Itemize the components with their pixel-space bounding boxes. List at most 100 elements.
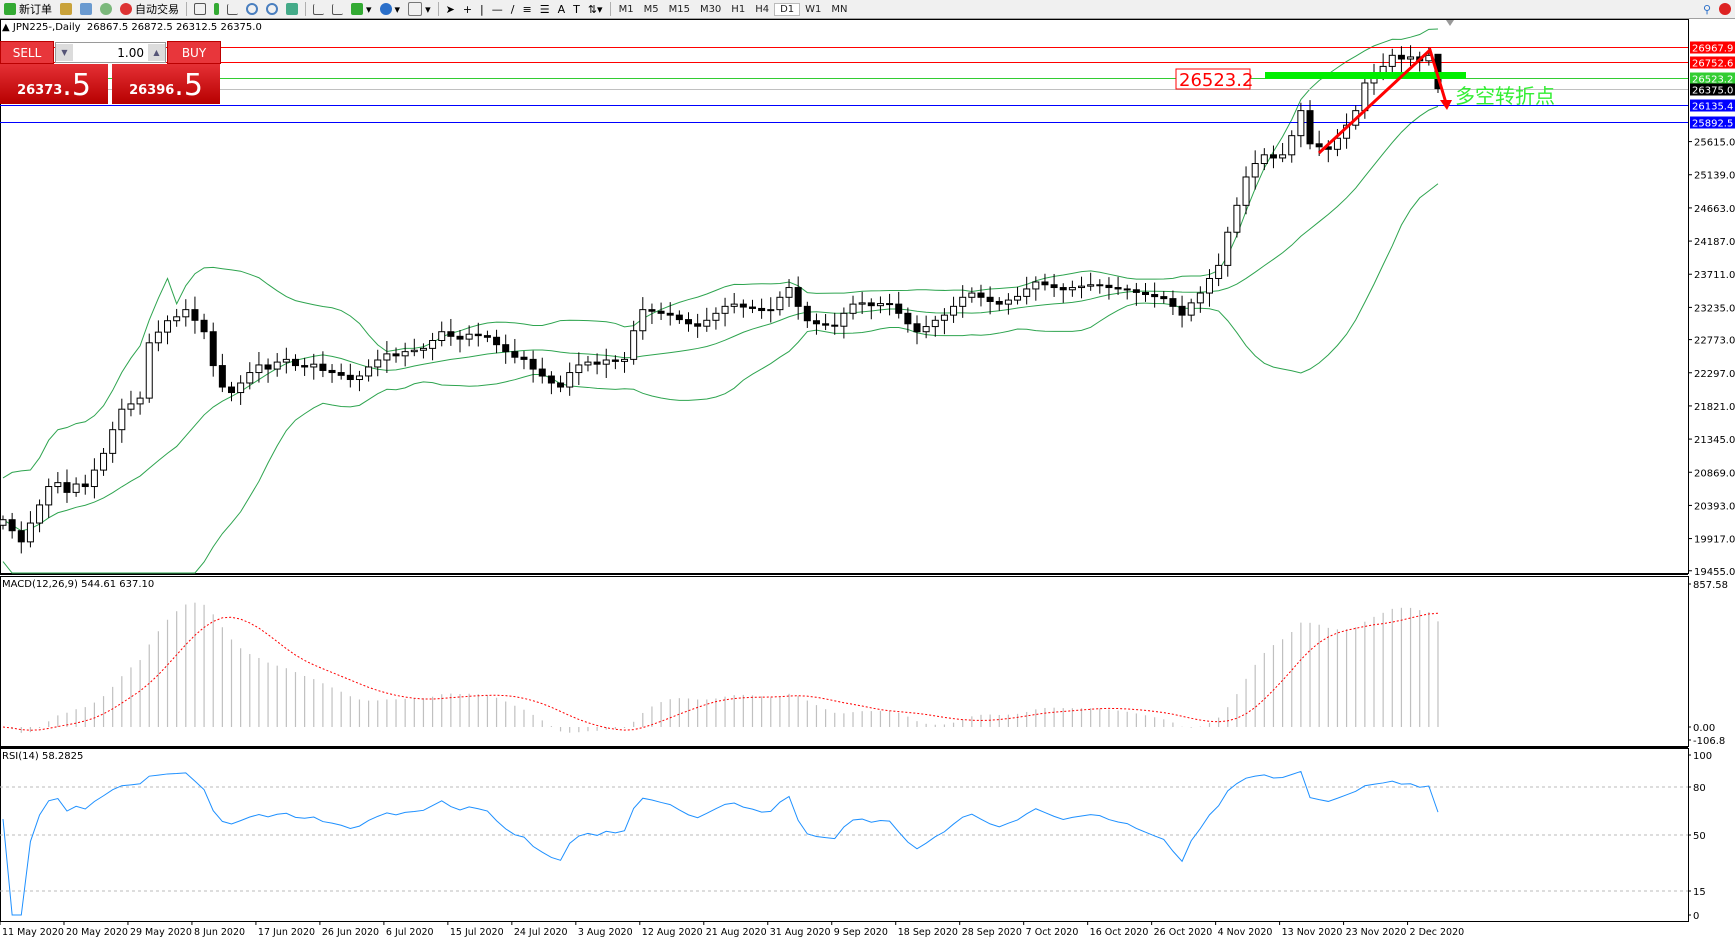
turning-zone-bar [1265, 72, 1466, 79]
buy-button[interactable]: BUY [167, 41, 221, 64]
timeframe-w1[interactable]: W1 [805, 3, 822, 15]
date-label: 15 Jul 2020 [450, 927, 504, 938]
tile-windows-button[interactable] [282, 1, 302, 17]
candle-bear [831, 324, 839, 327]
chart-shift-button[interactable] [328, 1, 347, 17]
macd-tick-label: 0.00 [1693, 723, 1715, 734]
templates-button[interactable]: ▾ [404, 1, 435, 17]
date-label: 4 Nov 2020 [1218, 927, 1273, 938]
date-label: 8 Jun 2020 [194, 927, 245, 938]
sell-price-button[interactable]: 26373 .5 [0, 64, 108, 104]
candle-bull [968, 292, 976, 298]
lot-decrease-button[interactable]: ▼ [56, 44, 73, 61]
sell-button[interactable]: SELL [0, 41, 54, 64]
candle-bull [840, 312, 848, 327]
timeframe-m30[interactable]: M30 [699, 3, 722, 15]
candle-bull [255, 364, 263, 374]
timeframe-mn[interactable]: MN [831, 3, 848, 15]
candle-bull [575, 364, 583, 374]
candle-bear [904, 312, 912, 325]
auto-trading-button[interactable]: 自动交易 [116, 1, 183, 17]
rsi-tick-label: 15 [1693, 887, 1706, 898]
search-button[interactable]: ⚲ [1699, 1, 1715, 17]
ohlc-values: 26867.5 26872.5 26312.5 26375.0 [86, 22, 262, 33]
candle-bear [1178, 305, 1186, 316]
timeframe-m1[interactable]: M1 [618, 3, 634, 15]
price-level-label: 26967.9 [1692, 44, 1733, 55]
timeframe-h1[interactable]: H1 [731, 3, 746, 15]
candle-bull [0, 519, 7, 526]
date-label: 31 Aug 2020 [770, 927, 831, 938]
trendline-icon: / [510, 2, 515, 16]
text-tool[interactable]: A [554, 1, 570, 17]
candle-chart-button[interactable] [210, 1, 223, 17]
candle-bear [812, 320, 820, 325]
bar-chart-button[interactable] [190, 1, 210, 17]
candle-bear [8, 519, 16, 532]
arrows-tool[interactable]: ⇅▾ [584, 1, 607, 17]
candle-bear [895, 303, 903, 314]
terminal-button[interactable] [76, 1, 96, 17]
new-order-button[interactable]: 新订单 [0, 1, 56, 17]
candle-bull [1205, 277, 1213, 294]
timeframe-m15[interactable]: M15 [668, 3, 690, 15]
lot-increase-button[interactable]: ▲ [148, 44, 165, 61]
trendline-tool[interactable]: / [507, 1, 519, 17]
cursor-tool[interactable]: ➤ [442, 1, 459, 17]
candle-bear [1050, 284, 1058, 289]
candle-bear [1315, 143, 1323, 148]
candle-bull [36, 504, 44, 524]
date-label: 21 Aug 2020 [706, 927, 767, 938]
price-tick-label: 25615.0 [1694, 138, 1735, 149]
channel-tool[interactable]: ≡ [518, 1, 535, 17]
text-label-tool[interactable]: T [569, 1, 584, 17]
price-tick-label: 24187.0 [1694, 237, 1735, 248]
candle-bear [493, 336, 501, 346]
timeframe-m5[interactable]: M5 [643, 3, 659, 15]
sell-price-fraction: .5 [62, 68, 91, 103]
timeframe-d1[interactable]: D1 [774, 2, 801, 16]
candle-bull [785, 287, 793, 298]
candle-bear [337, 372, 345, 376]
date-label: 11 May 2020 [2, 927, 64, 938]
macd-tick-label: 857.58 [1693, 580, 1728, 591]
candle-bull [1078, 285, 1086, 289]
crosshair-icon: + [462, 2, 473, 16]
autoscroll-button[interactable] [309, 1, 328, 17]
candle-bear [81, 483, 89, 488]
candle-bear [392, 353, 400, 357]
horizontal-line-tool[interactable]: — [488, 1, 507, 17]
zoom-out-button[interactable] [262, 1, 282, 17]
candle-bear [63, 482, 71, 493]
candle-bear [822, 323, 830, 326]
buy-price-main: 26396 [129, 83, 175, 98]
candle-bull [72, 483, 80, 493]
buy-price-button[interactable]: 26396 .5 [112, 64, 220, 104]
fibonacci-tool[interactable]: ☰ [536, 1, 554, 17]
candle-bull [429, 339, 437, 349]
candle-bull [374, 359, 382, 368]
price-level-label: 26375.0 [1692, 86, 1733, 97]
lot-size-stepper[interactable]: ▼ 1.00 ▲ [55, 42, 166, 63]
date-label: 17 Jun 2020 [258, 927, 315, 938]
lot-size-input[interactable]: 1.00 [117, 45, 144, 60]
candle-bear [748, 306, 756, 309]
timeframe-h4[interactable]: H4 [755, 3, 770, 15]
notifications-button[interactable] [1715, 1, 1735, 17]
bollinger-upper-band [2, 28, 1439, 479]
signals-button[interactable] [96, 1, 116, 17]
periods-button[interactable]: ▾ [376, 1, 405, 17]
line-chart-button[interactable] [223, 1, 242, 17]
date-label: 24 Jul 2020 [514, 927, 568, 938]
candle-bull [1187, 302, 1195, 316]
candle-bear [346, 374, 354, 381]
metaeditor-button[interactable] [56, 1, 76, 17]
price-tick-label: 21345.0 [1694, 435, 1735, 446]
vertical-line-tool[interactable]: | [476, 1, 488, 17]
zoom-in-button[interactable] [242, 1, 262, 17]
rsi-label: RSI(14) 58.2825 [2, 751, 84, 762]
indicators-button[interactable]: ▾ [347, 1, 376, 17]
candle-bear [1142, 291, 1149, 296]
crosshair-tool[interactable]: + [459, 1, 476, 17]
